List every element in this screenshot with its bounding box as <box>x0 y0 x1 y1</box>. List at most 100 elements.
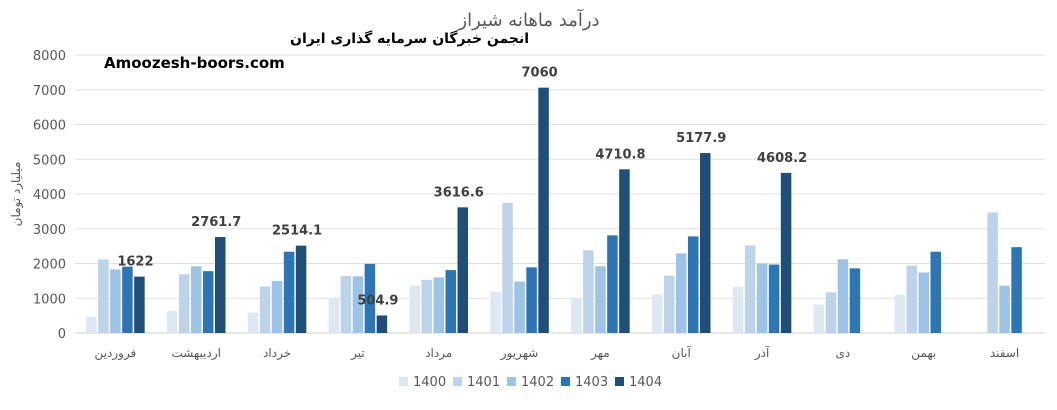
legend-label: 1400 <box>413 375 446 390</box>
x-tick-label: شهریور <box>500 346 539 361</box>
y-tick-label: 0 <box>58 327 66 342</box>
y-tick-label: 1000 <box>33 292 66 307</box>
legend-swatch-1403 <box>561 377 570 386</box>
bar-1404 <box>700 153 711 333</box>
bar-1402 <box>676 253 687 333</box>
data-label: 504.9 <box>357 293 398 308</box>
bar-1403 <box>203 271 214 333</box>
data-label: 3616.6 <box>434 185 484 200</box>
legend-label: 1401 <box>467 375 500 390</box>
bar-1402 <box>999 285 1010 333</box>
bar-1403 <box>849 268 861 333</box>
data-label: 4710.8 <box>595 147 645 162</box>
bar-1401 <box>421 279 432 333</box>
bar-1401 <box>98 259 109 333</box>
y-tick-label: 6000 <box>33 119 66 134</box>
y-tick-label: 3000 <box>33 223 66 238</box>
y-tick-label: 8000 <box>33 49 66 64</box>
x-tick-label: مرداد <box>425 346 452 361</box>
brand-name: انجمن خبرگان سرمایه گذاری ایران <box>290 30 529 47</box>
bar-1403 <box>364 263 376 333</box>
legend-label: 1404 <box>629 375 662 390</box>
y-tick-label: 2000 <box>33 258 66 273</box>
bar-1402 <box>352 276 364 333</box>
y-axis-label: میلیارد تومان <box>9 162 24 227</box>
bar-1402 <box>110 269 121 333</box>
bar-1400 <box>571 298 582 333</box>
bar-1400 <box>732 286 744 333</box>
x-tick-label: اردیبهشت <box>172 346 221 361</box>
data-label: 1622 <box>117 255 153 270</box>
data-label: 4608.2 <box>757 151 807 166</box>
bar-1402 <box>595 266 606 333</box>
y-tick-label: 5000 <box>33 153 66 168</box>
data-label: 7060 <box>521 66 557 81</box>
bar-1403 <box>526 267 537 333</box>
bar-1403 <box>283 251 295 333</box>
bar-1400 <box>328 298 340 333</box>
bar-1400 <box>490 291 501 333</box>
bar-1400 <box>813 304 825 333</box>
legend-swatch-1404 <box>615 377 624 386</box>
bar-1401 <box>987 212 998 333</box>
bar-1404 <box>780 172 792 333</box>
legend-label: 1402 <box>521 375 554 390</box>
bar-1402 <box>837 259 849 333</box>
bar-1401 <box>825 292 837 333</box>
x-tick-label: فروردین <box>95 346 137 361</box>
x-tick-label: اسفند <box>990 346 1019 360</box>
legend-label: 1403 <box>575 375 608 390</box>
bar-1402 <box>191 266 202 333</box>
bar-1404 <box>134 276 145 333</box>
bar-1403 <box>1011 247 1022 333</box>
brand-website: Amoozesh-boors.com <box>104 54 285 72</box>
chart-title: درآمد ماهانه شیراز <box>457 8 599 31</box>
bar-1402 <box>918 272 929 333</box>
legend-swatch-1402 <box>507 377 516 386</box>
y-tick-label: 4000 <box>33 188 66 203</box>
x-tick-label: خرداد <box>263 346 291 361</box>
x-tick-label: تیر <box>350 346 365 361</box>
bar-1401 <box>259 286 271 333</box>
bar-1400 <box>652 294 663 333</box>
bar-1402 <box>271 280 283 333</box>
bar-1400 <box>167 310 178 333</box>
x-tick-label: آذر <box>754 345 770 361</box>
bar-1400 <box>247 312 259 333</box>
bar-1401 <box>179 274 190 333</box>
bar-1401 <box>906 265 917 333</box>
bar-1403 <box>930 251 941 333</box>
bar-1402 <box>514 281 525 333</box>
bar-1400 <box>86 316 97 333</box>
bar-1403 <box>445 270 456 333</box>
bar-1404 <box>215 237 226 333</box>
bar-1402 <box>756 263 768 333</box>
bar-1401 <box>583 250 594 333</box>
bar-1404 <box>295 245 307 333</box>
x-tick-label: آبان <box>672 345 692 360</box>
bar-1403 <box>688 236 699 333</box>
x-tick-label: بهمن <box>911 346 936 361</box>
bar-1403 <box>122 266 133 333</box>
bar-1404 <box>538 87 549 333</box>
bar-1403 <box>768 264 780 333</box>
y-tick-label: 7000 <box>33 84 66 99</box>
bar-1401 <box>502 203 513 333</box>
legend-swatch-1400 <box>399 377 408 386</box>
bar-1401 <box>744 245 756 333</box>
data-label: 2761.7 <box>191 215 241 230</box>
x-tick-label: دی <box>836 346 851 360</box>
bar-1403 <box>607 235 618 333</box>
bar-1400 <box>409 285 420 333</box>
bar-1400 <box>894 294 905 333</box>
bar-1402 <box>433 277 444 333</box>
bar-1401 <box>664 275 675 333</box>
data-label: 5177.9 <box>676 131 726 146</box>
bar-1401 <box>340 276 352 333</box>
x-tick-label: مهر <box>590 346 610 361</box>
data-label: 2514.1 <box>272 224 322 239</box>
bar-1404 <box>376 315 388 333</box>
legend-swatch-1401 <box>453 377 462 386</box>
